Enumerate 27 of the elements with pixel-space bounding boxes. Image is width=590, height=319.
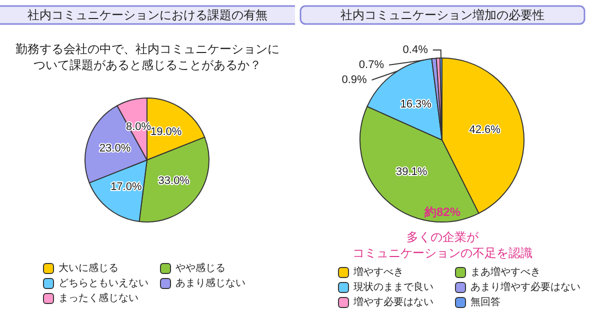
legend-label: 現状のままで良い [354,281,434,293]
legend-label: 大いに感じる [58,262,118,274]
data-label: 23.0% [99,142,131,154]
data-label: 0.4% [402,44,428,56]
chart-title: 社内コミュニケーション増加の必要性 [340,8,544,22]
data-label: 0.7% [358,59,384,72]
data-label: 17.0% [110,180,142,193]
text: 約82% [423,205,461,219]
data-label: 19.0% [150,126,182,138]
legend-label: 無回答 [470,296,500,308]
chart-subtitle: 勤務する会社の中で、社内コミュニケーションについて課題があると感じることがあるか？ [16,42,280,72]
legend-label: あまり感じない [176,277,246,289]
legend-label: どちらともいえない [58,278,148,289]
chart-title: 社内コミュニケーションにおける課題の有無 [28,8,268,22]
legend-label: まったく感じない [58,292,138,304]
legend-label: 増やすべき [352,266,404,278]
data-label: 16.3% [400,98,432,111]
data-label: 39.1% [396,166,428,178]
data-label: 33.0% [158,174,190,187]
legend-label: 増やす必要はない [352,296,434,308]
legend-label: やや感じる [176,262,226,274]
legend-label: あまり増やす必要はない [470,281,580,293]
legend-label: まあ増やすべき [470,266,540,278]
data-label: 0.9% [342,74,368,86]
text: コミュニケーションの不足を認識 [352,246,532,260]
data-label: 42.6% [469,124,501,136]
text: 多くの企業が [406,230,480,244]
